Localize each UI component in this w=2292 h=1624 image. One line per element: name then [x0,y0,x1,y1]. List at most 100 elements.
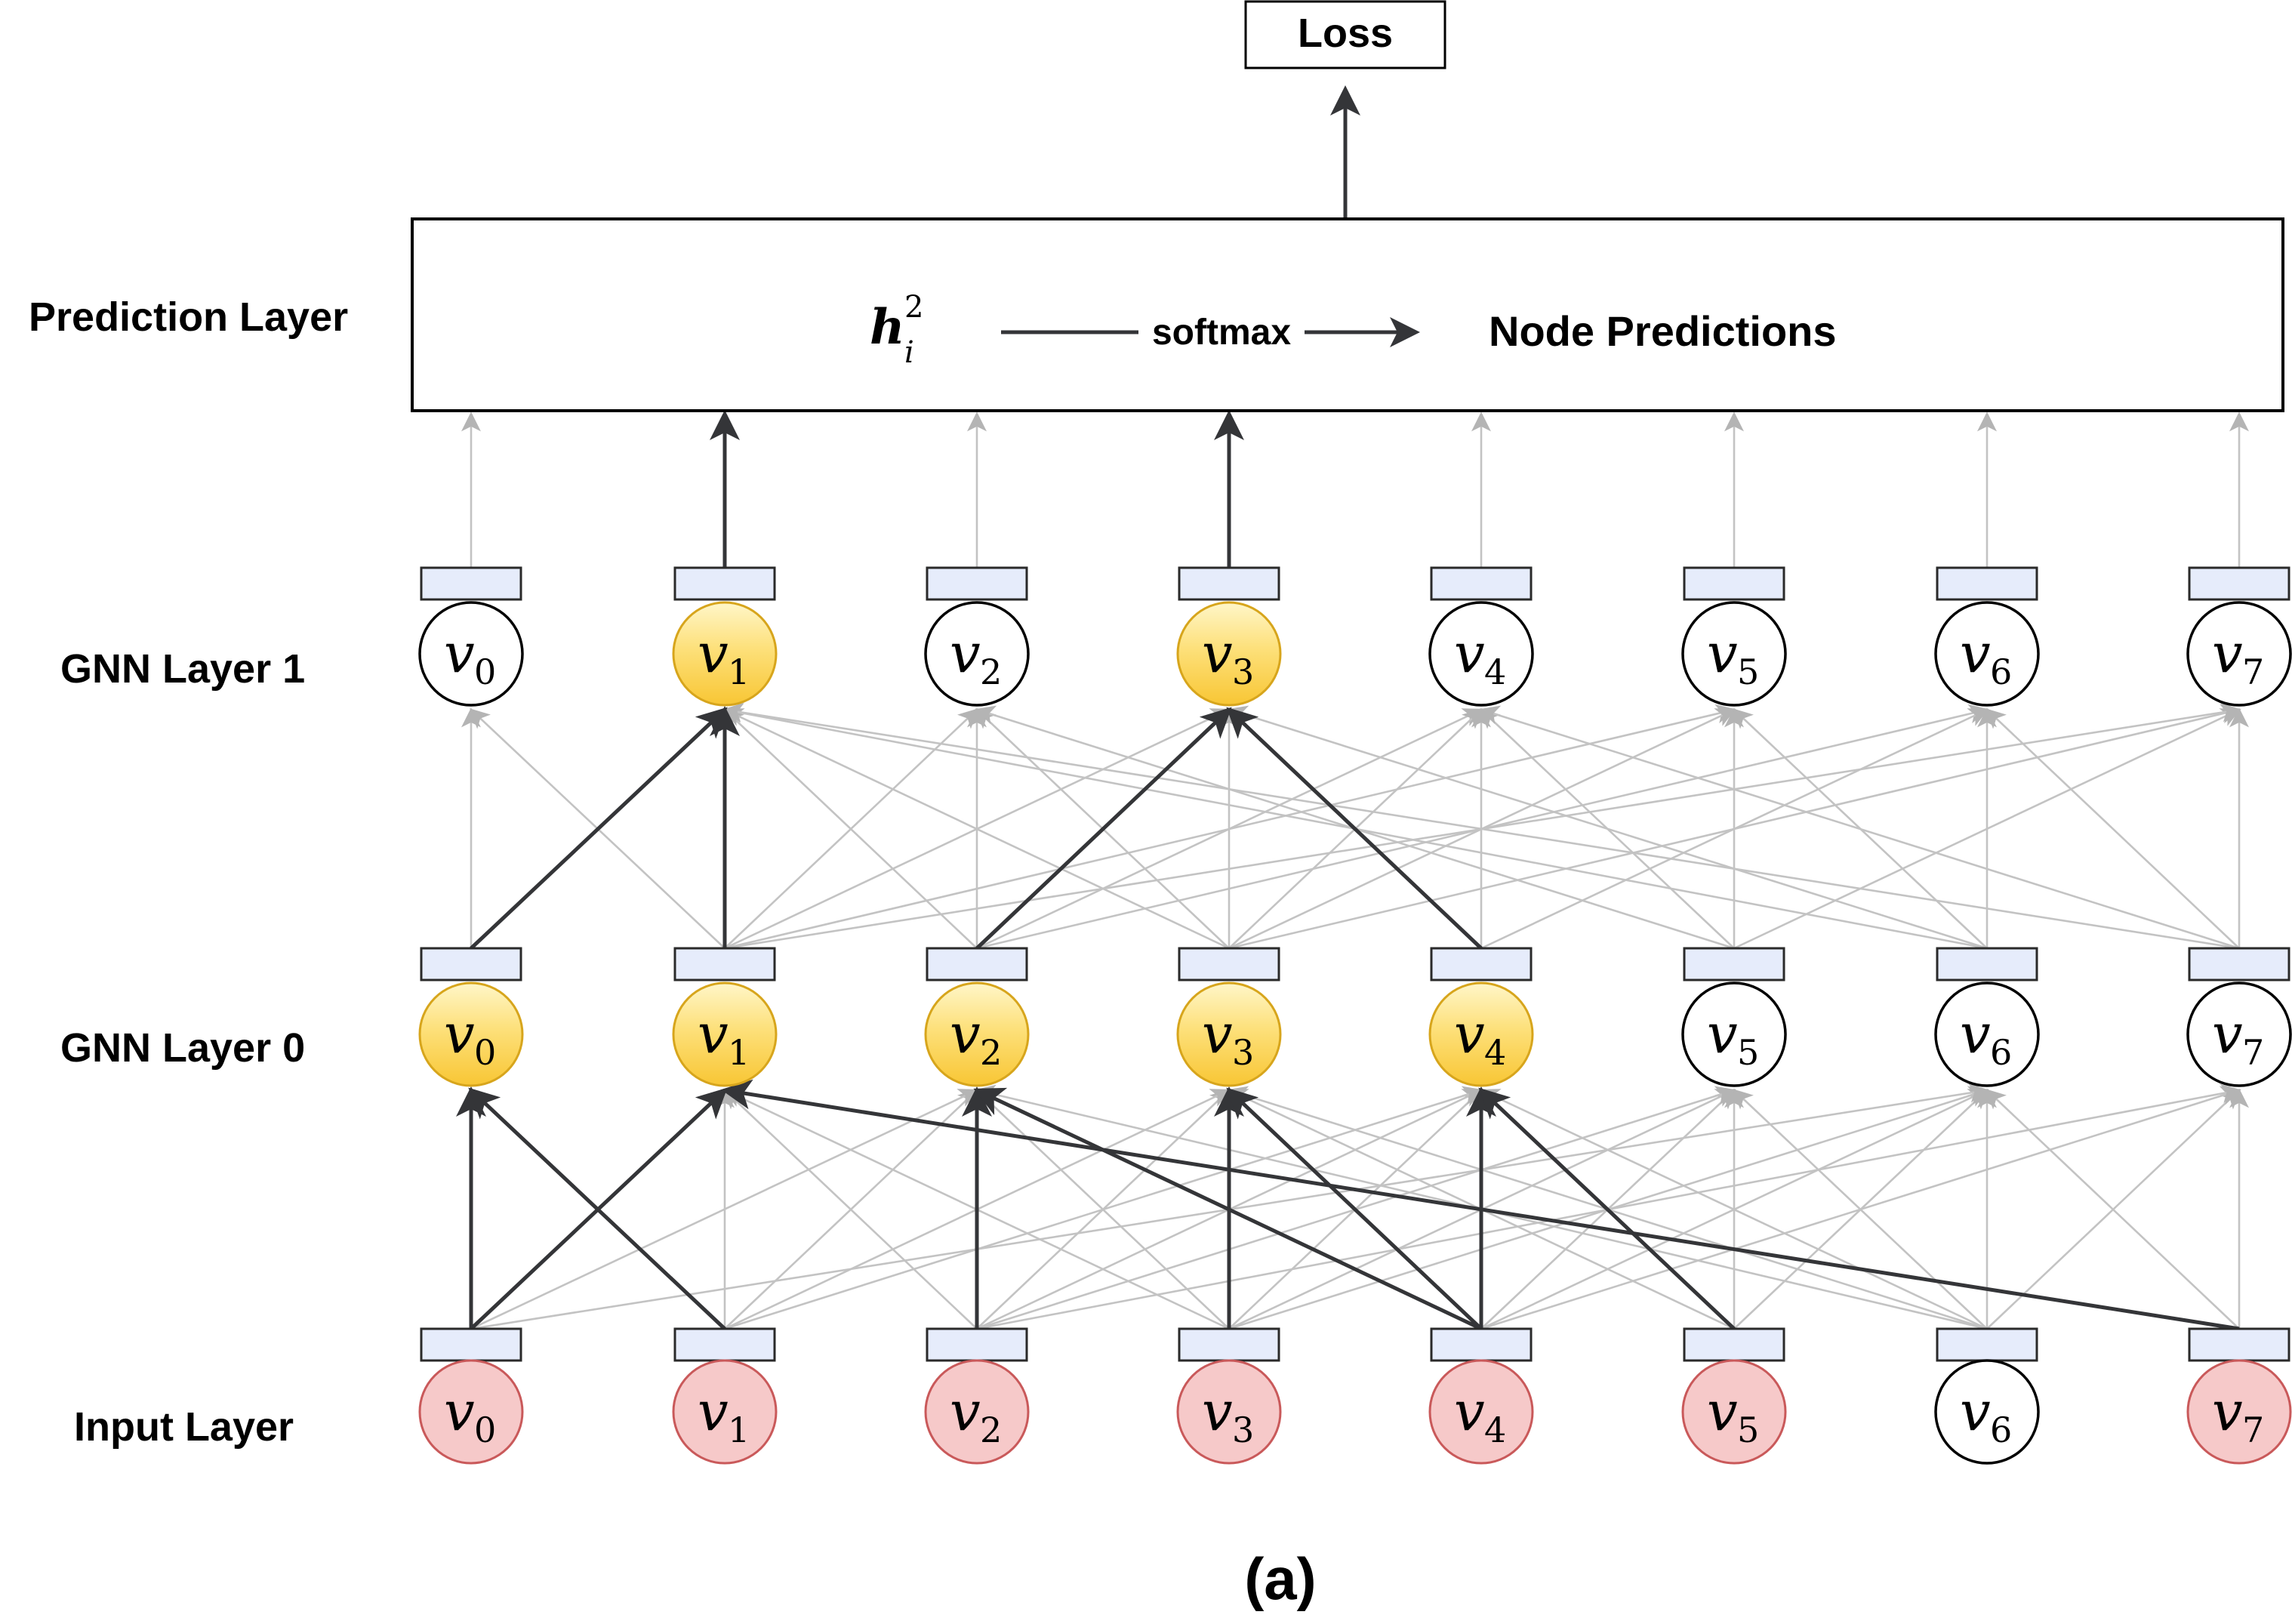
faded-edges [461,411,2249,1330]
graph-node [1681,981,1787,1087]
figure-caption: (a) [1244,1545,1316,1612]
node-symbol: v [2212,1379,2243,1443]
node-symbol: v [698,621,729,685]
node-embedding-box [673,1327,776,1362]
graph-node [1428,981,1534,1087]
node-embedding-box [926,1327,1028,1362]
graph-node [418,1359,524,1465]
gnn0-to-gnn1-edge-faded [724,708,978,949]
node-symbol: v [1960,621,1991,685]
node-embedding-box [1936,1327,2038,1362]
prediction-layer-label: Prediction Layer [29,294,348,340]
node-symbol: v [1202,621,1233,685]
node-embedding-box [1683,947,1785,981]
graph-node [924,981,1030,1087]
loss-label: Loss [1298,11,1393,56]
gnn0-to-gnn1-edge-highlighted [1226,707,1483,950]
node-symbol: v [1960,1379,1991,1443]
input-layer-label: Input Layer [74,1404,294,1450]
prediction-box: h 2 i softmax Node Predictions [411,217,2284,412]
input-to-gnn0-edge-faded [470,1089,979,1330]
input-to-gnn0-edge-faded [724,1086,1483,1330]
node-symbol: v [2212,1002,2243,1065]
gnn0-to-gnn1-edge-faded [1480,708,1735,949]
node-index: 5 [1737,1032,1759,1073]
graph-node [672,601,778,707]
node-predictions-label: Node Predictions [1489,307,1837,355]
node-embedding-box [1178,1327,1280,1362]
node-embedding-box [2188,1327,2290,1362]
node-embedding-box [420,566,522,601]
node-index: 0 [474,652,496,692]
node-index: 4 [1484,1410,1506,1450]
node-embedding-box [420,947,522,981]
node-symbol: v [444,621,475,685]
graph-node [1681,1359,1787,1465]
node-symbol: v [1454,1379,1485,1443]
input-to-gnn0-edge-highlighted [1478,1087,1736,1330]
graph-node [1934,1359,2040,1465]
node-index: 1 [728,1032,750,1073]
graph-node [1681,601,1787,707]
node-embedding-box [926,566,1028,601]
node-index: 7 [2242,652,2264,692]
node-index: 1 [728,652,750,692]
node-symbol: v [1202,1002,1233,1065]
node-symbol: v [698,1002,729,1065]
node-embedding-box [2188,947,2290,981]
node-index: 2 [980,652,1002,692]
input-to-gnn0-edge-faded [1480,1086,2241,1330]
highlighted-edges [456,410,2240,1331]
input-to-gnn0-edge-faded [1480,1089,1989,1330]
graph-node [418,601,524,707]
graph-node [672,981,778,1087]
input-to-gnn0-edge-faded [724,1089,978,1330]
gnn0-to-gnn1-edge-faded [1985,708,2240,949]
graph-node [1176,1359,1282,1465]
graph-node [924,601,1030,707]
node-embedding-box [1936,947,2038,981]
gnn-layer-1-label: GNN Layer 1 [60,646,305,692]
node-symbol: v [444,1002,475,1065]
node-embedding-box [420,1327,522,1362]
loss-box: Loss [1244,0,1446,69]
node-embedding-box [1683,1327,1785,1362]
graph-node [1176,981,1282,1087]
node-symbol: v [698,1379,729,1443]
node-embedding-box [1430,1327,1533,1362]
gnn-layer-0-label: GNN Layer 0 [60,1025,305,1071]
node-embedding-box [1430,947,1533,981]
graph-node [1934,981,2040,1087]
node-index: 0 [474,1032,496,1073]
node-embedding-box [2188,566,2290,601]
node-index: 7 [2242,1410,2264,1450]
node-index: 6 [1990,1032,2012,1073]
gnn0-to-gnn1-edge-highlighted [470,707,728,950]
hidden-state-symbol: h [870,299,905,356]
node-index: 4 [1484,1032,1506,1073]
node-symbol: v [950,1002,981,1065]
hidden-state-subscript: i [904,335,914,370]
graph-node [2186,601,2292,707]
node-index: 6 [1990,1410,2012,1450]
node-index: 3 [1232,1032,1254,1073]
node-symbol: v [950,621,981,685]
node-symbol: v [1707,621,1738,685]
gnn0-to-gnn1-edge-faded [724,708,1231,950]
node-index: 5 [1737,1410,1759,1450]
node-symbol: v [1707,1379,1738,1443]
node-embedding-box [673,566,776,601]
gnn0-to-gnn1-edge-faded [1733,708,2241,950]
graph-node [2186,1359,2292,1465]
graph-node [1934,601,2040,707]
node-symbol: v [1454,621,1485,685]
node-symbol: v [1202,1379,1233,1443]
node-index: 5 [1737,652,1759,692]
input-to-gnn0-edge-highlighted [470,1087,728,1330]
node-symbol: v [1454,1002,1485,1065]
gnn0-to-gnn1-edge-highlighted [975,707,1232,950]
node-embedding-box [1683,566,1785,601]
